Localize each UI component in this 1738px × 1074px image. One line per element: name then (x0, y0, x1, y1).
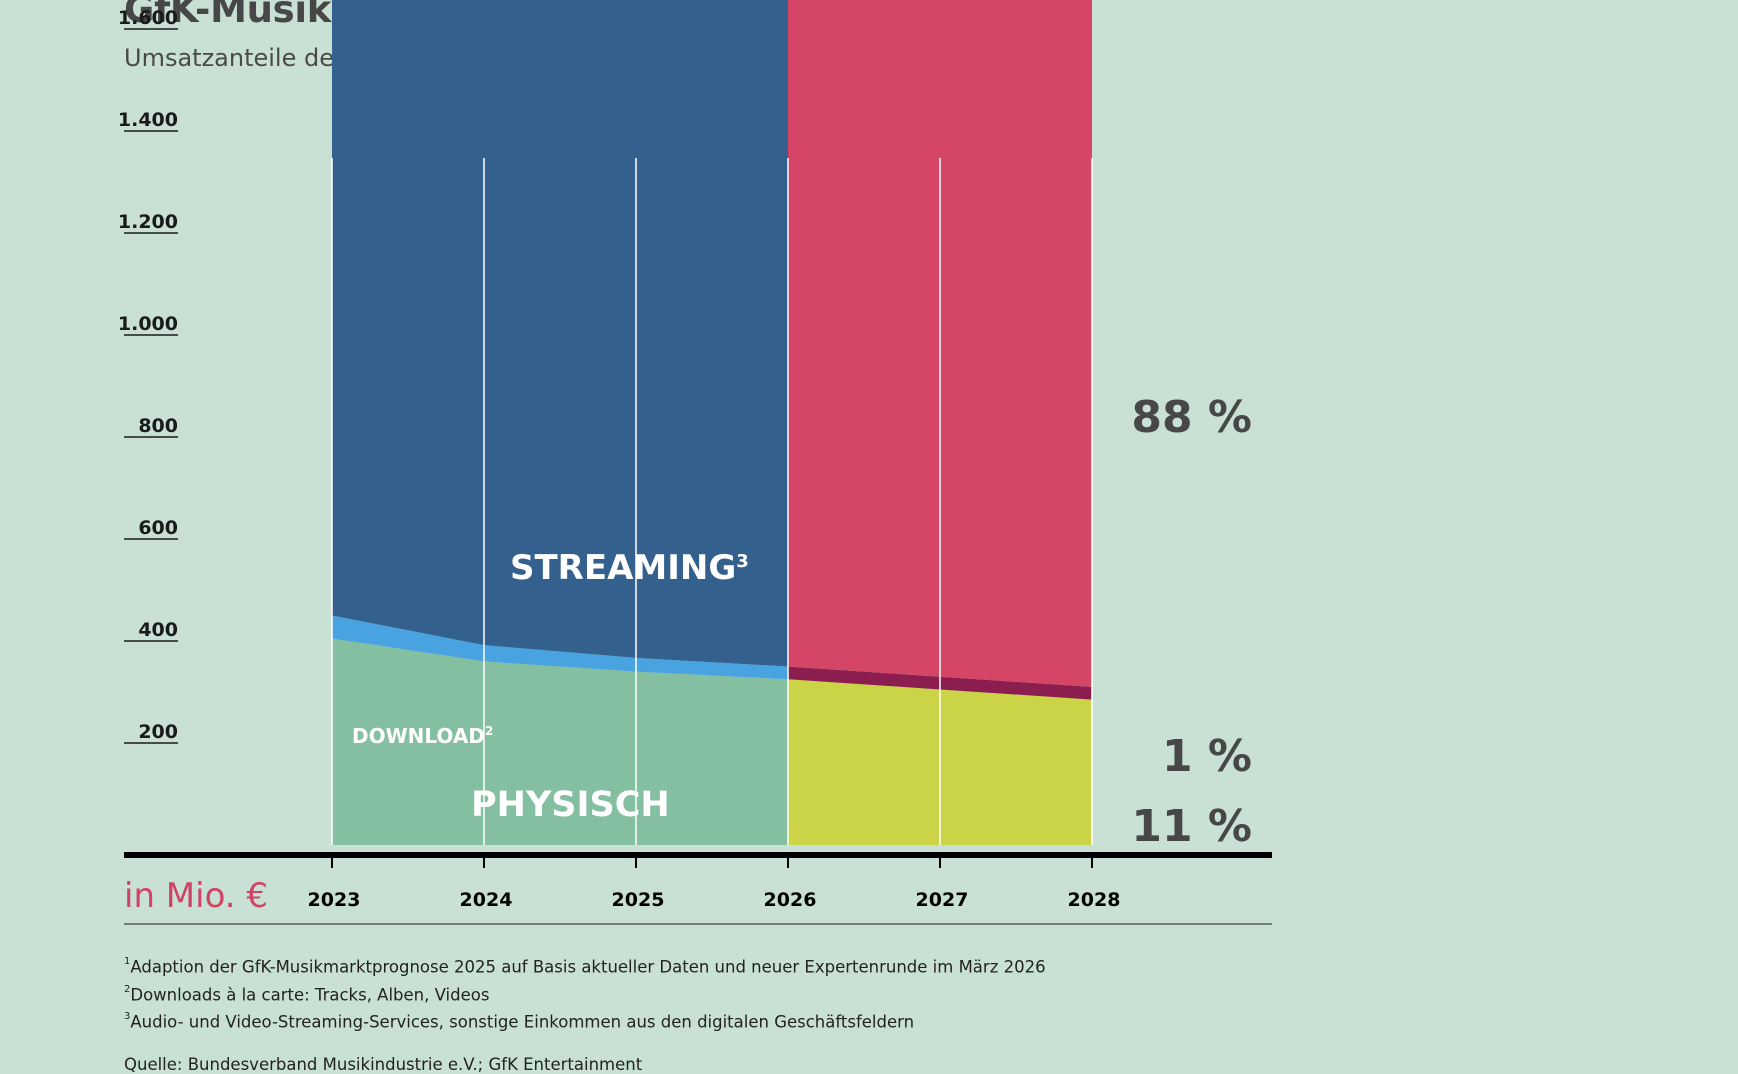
stacked-area-chart: 2004006008001.0001.2001.4001.6001.8002.0… (118, 0, 1272, 925)
label-streaming: STREAMING3 (510, 548, 749, 588)
series-labels: STREAMING3 DOWNLOAD2 PHYSISCH (352, 548, 749, 825)
y-tick-label: 1.600 (118, 7, 178, 29)
footnotes: 1Adaption der GfK-Musikmarktprognose 202… (124, 952, 1046, 1035)
share-streaming: 88 % (1131, 392, 1252, 443)
share-download: 1 % (1162, 731, 1252, 782)
source-note: Quelle: Bundesverband Musikindustrie e.V… (124, 1055, 643, 1074)
footnote-marker: 2 (124, 983, 131, 995)
label-download: DOWNLOAD2 (352, 724, 493, 748)
y-tick-label: 1.000 (118, 313, 178, 335)
y-tick-label: 200 (138, 721, 178, 743)
grid-lines (331, 158, 1093, 845)
share-physisch: 11 % (1131, 801, 1252, 852)
footnote-1: 1Adaption der GfK-Musikmarktprognose 202… (124, 952, 1046, 980)
y-tick-label: 800 (138, 415, 178, 437)
share-labels: 88 % 1 % 11 % (1131, 392, 1252, 852)
footnote-text: Downloads à la carte: Tracks, Alben, Vid… (130, 985, 490, 1004)
x-tick-label: 2028 (1068, 889, 1121, 911)
footnote-marker: 1 (124, 956, 131, 967)
y-axis: 2004006008001.0001.2001.4001.6001.8002.0… (118, 7, 178, 744)
footnote-3: 3Audio- und Video-Streaming-Services, so… (124, 1007, 1046, 1035)
x-tick-label: 2025 (612, 889, 665, 911)
y-tick-label: 1.200 (118, 211, 178, 233)
label-physisch: PHYSISCH (471, 785, 670, 825)
y-tick-label: 600 (138, 517, 178, 539)
x-tick-label: 2023 (308, 889, 361, 911)
footnote-text: Adaption der GfK-Musikmarktprognose 2025… (130, 957, 1046, 977)
unit-label: in Mio. € (124, 876, 268, 916)
label-streaming-sup: 3 (736, 551, 749, 572)
x-tick-label: 2027 (916, 889, 969, 911)
area-streaming-actual (332, 0, 788, 667)
label-download-sup: 2 (485, 724, 493, 738)
footnote-2: 2Downloads à la carte: Tracks, Alben, Vi… (124, 980, 1046, 1008)
x-tick-label: 2024 (460, 889, 513, 911)
footnote-text: Audio- und Video-Streaming-Services, son… (130, 1012, 915, 1032)
x-axis: 2023 2024 2025 2026 2027 2028 (124, 852, 1272, 925)
area-download-actual (332, 615, 788, 680)
x-tick-label: 2026 (764, 889, 817, 911)
y-tick-label: 1.400 (118, 109, 178, 131)
area-physisch-actual (332, 638, 788, 845)
footnote-marker: 3 (124, 1011, 131, 1022)
y-tick-label: 400 (138, 619, 178, 641)
area-layers (332, 0, 1092, 845)
